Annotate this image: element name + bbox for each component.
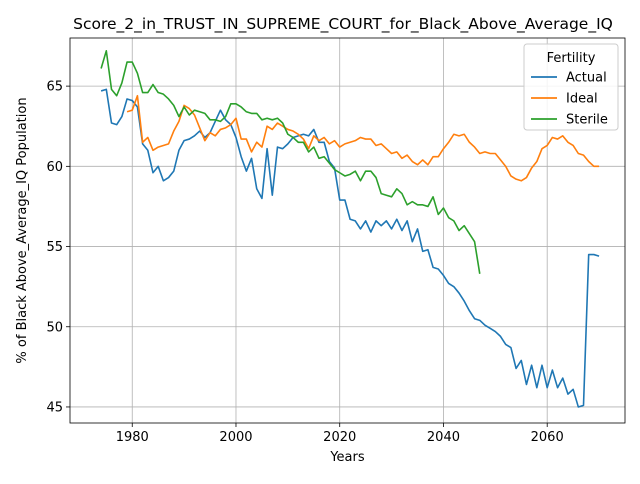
series-line-ideal xyxy=(126,94,600,182)
y-tick-label: 55 xyxy=(46,240,63,255)
axis-ticks: 1980 2000 2020 2040 2060 45 50 55 60 65 xyxy=(46,80,563,445)
legend-title: Fertility xyxy=(547,51,596,66)
y-axis-label: % of Black Above_Average_IQ Population xyxy=(15,97,30,363)
legend-label-sterile: Sterile xyxy=(566,113,608,128)
x-tick-label: 1980 xyxy=(116,430,149,445)
series-line-actual xyxy=(100,88,600,408)
legend-box xyxy=(523,43,619,131)
chart-title: Score_2_in_TRUST_IN_SUPREME_COURT_for_Bl… xyxy=(73,15,613,34)
x-axis-label: Years xyxy=(329,450,365,465)
legend: Fertility Actual Ideal Sterile xyxy=(523,43,619,131)
x-tick-label: 2040 xyxy=(427,430,460,445)
series-lines xyxy=(100,50,600,408)
x-tick-label: 2000 xyxy=(219,430,252,445)
y-tick-label: 50 xyxy=(46,320,63,335)
y-tick-label: 45 xyxy=(46,400,63,415)
legend-label-ideal: Ideal xyxy=(566,92,598,107)
plot-frame xyxy=(69,37,626,424)
series-line-sterile xyxy=(100,50,481,274)
y-tick-label: 65 xyxy=(46,80,63,95)
y-tick-label: 60 xyxy=(46,160,63,175)
x-tick-label: 2020 xyxy=(323,430,356,445)
legend-items: Actual Ideal Sterile xyxy=(531,71,608,128)
x-tick-label: 2060 xyxy=(531,430,564,445)
legend-label-actual: Actual xyxy=(566,71,607,86)
